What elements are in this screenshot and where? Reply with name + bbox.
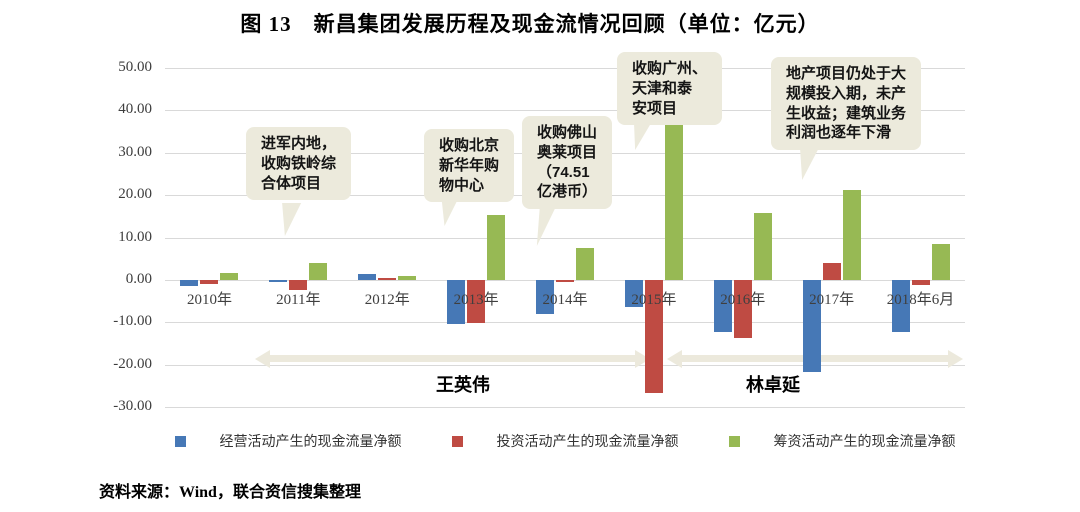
- callout-foshan-outlet-project: 收购佛山 奥莱项目 （74.51 亿港币）: [522, 116, 613, 210]
- bar-2010年-series-2: [220, 273, 239, 280]
- gridline: [165, 322, 965, 324]
- y-axis-tick-label: -10.00: [113, 313, 152, 330]
- bar-2015年-series-0: [624, 279, 643, 307]
- y-axis-tick-label: 0.00: [125, 270, 152, 287]
- x-axis-tick-label: 2014年: [542, 291, 588, 308]
- bar-2014年-series-1: [556, 279, 574, 282]
- legend-item-series-0: 经营活动产生的现金流量净额: [174, 431, 402, 451]
- gridline: [165, 237, 965, 239]
- bar-2012年-series-1: [378, 278, 397, 280]
- bar-2018年6月-series-2: [931, 244, 950, 280]
- bar-2017年-series-0: [802, 279, 821, 373]
- callout-property-investment-note: 地产项目仍处于大 规模投入期，未产 生收益；建筑业务 利润也逐年下滑: [771, 57, 922, 151]
- bar-2011年-series-1: [289, 279, 308, 291]
- gridline: [165, 364, 965, 366]
- x-axis-tick-label: 2017年: [809, 291, 855, 308]
- y-axis-tick-label: 50.00: [118, 59, 152, 75]
- timeline-label-second-era: 林卓延: [746, 375, 800, 395]
- bar-2013年-series-1: [467, 279, 486, 323]
- legend-label: 经营活动产生的现金流量净额: [219, 433, 402, 449]
- callout-guangzhou-tianjin-taian: 收购广州、 天津和泰 安项目: [617, 52, 723, 126]
- x-axis-tick-label: 2010年: [186, 291, 232, 308]
- callout-tail-icon: [273, 203, 302, 236]
- bar-2014年-series-2: [576, 248, 594, 280]
- x-axis-tick-label: 2012年: [364, 291, 410, 308]
- gridline: [165, 407, 965, 408]
- bar-2017年-series-2: [842, 190, 861, 280]
- bar-2018年6月-series-0: [891, 279, 910, 332]
- bar-2011年-series-0: [269, 279, 288, 282]
- y-axis-tick-label: 30.00: [118, 143, 152, 160]
- x-axis-tick-label: 2016年: [720, 291, 766, 308]
- y-axis-tick-label: -30.00: [113, 398, 152, 414]
- y-axis-tick-label: 10.00: [118, 228, 152, 245]
- bar-2016年-series-1: [733, 279, 752, 339]
- bar-2012年-series-2: [398, 276, 417, 280]
- bar-2015年-series-1: [644, 279, 663, 394]
- timeline-label-first-era: 王英伟: [436, 375, 490, 395]
- y-axis-tick-label: 20.00: [118, 186, 152, 203]
- chart-title: 图 13 新昌集团发展历程及现金流情况回顾（单位：亿元）: [240, 12, 820, 36]
- source-note: 资料来源：Wind，联合资信搜集整理: [99, 484, 361, 501]
- bar-2016年-series-0: [713, 279, 732, 333]
- legend-label: 投资活动产生的现金流量净额: [496, 433, 679, 449]
- legend-item-series-2: 筹资活动产生的现金流量净额: [728, 431, 956, 451]
- bar-2013年-series-2: [487, 214, 506, 280]
- legend-label: 筹资活动产生的现金流量净额: [773, 433, 956, 449]
- bar-2016年-series-2: [753, 212, 772, 280]
- gridline: [165, 68, 965, 69]
- timeline-arrow-left: [255, 349, 650, 368]
- y-axis-tick-label: -20.00: [113, 355, 152, 372]
- gridline: [165, 110, 965, 112]
- x-axis-tick-label: 2013年: [453, 291, 499, 308]
- callout-beijing-xinhuanian-mall: 收购北京 新华年购 物中心: [424, 129, 515, 203]
- callout-tail-icon: [790, 146, 820, 180]
- callout-tail-icon: [434, 198, 459, 226]
- callout-tieling-project: 进军内地， 收购铁岭综 合体项目: [246, 127, 352, 201]
- chart-legend: 经营活动产生的现金流量净额 投资活动产生的现金流量净额 筹资活动产生的现金流量净额: [140, 431, 990, 451]
- bar-2018年6月-series-1: [911, 279, 930, 285]
- legend-item-series-1: 投资活动产生的现金流量净额: [451, 431, 679, 451]
- bar-2012年-series-0: [358, 273, 377, 280]
- bar-2010年-series-0: [180, 279, 199, 287]
- x-axis-tick-label: 2015年: [631, 291, 677, 308]
- bar-2010年-series-1: [200, 279, 219, 284]
- legend-swatch-icon: [174, 435, 186, 447]
- y-axis-tick-label: 40.00: [118, 101, 152, 118]
- bar-2013年-series-0: [447, 279, 466, 324]
- x-axis-tick-label: 2011年: [276, 291, 321, 308]
- legend-swatch-icon: [451, 435, 463, 447]
- x-axis-tick-label: 2018年6月: [886, 291, 955, 308]
- bar-2017年-series-1: [822, 262, 841, 280]
- bar-2011年-series-2: [309, 262, 328, 280]
- bar-2015年-series-2: [664, 119, 683, 280]
- legend-swatch-icon: [728, 435, 740, 447]
- bar-2014年-series-0: [536, 279, 554, 314]
